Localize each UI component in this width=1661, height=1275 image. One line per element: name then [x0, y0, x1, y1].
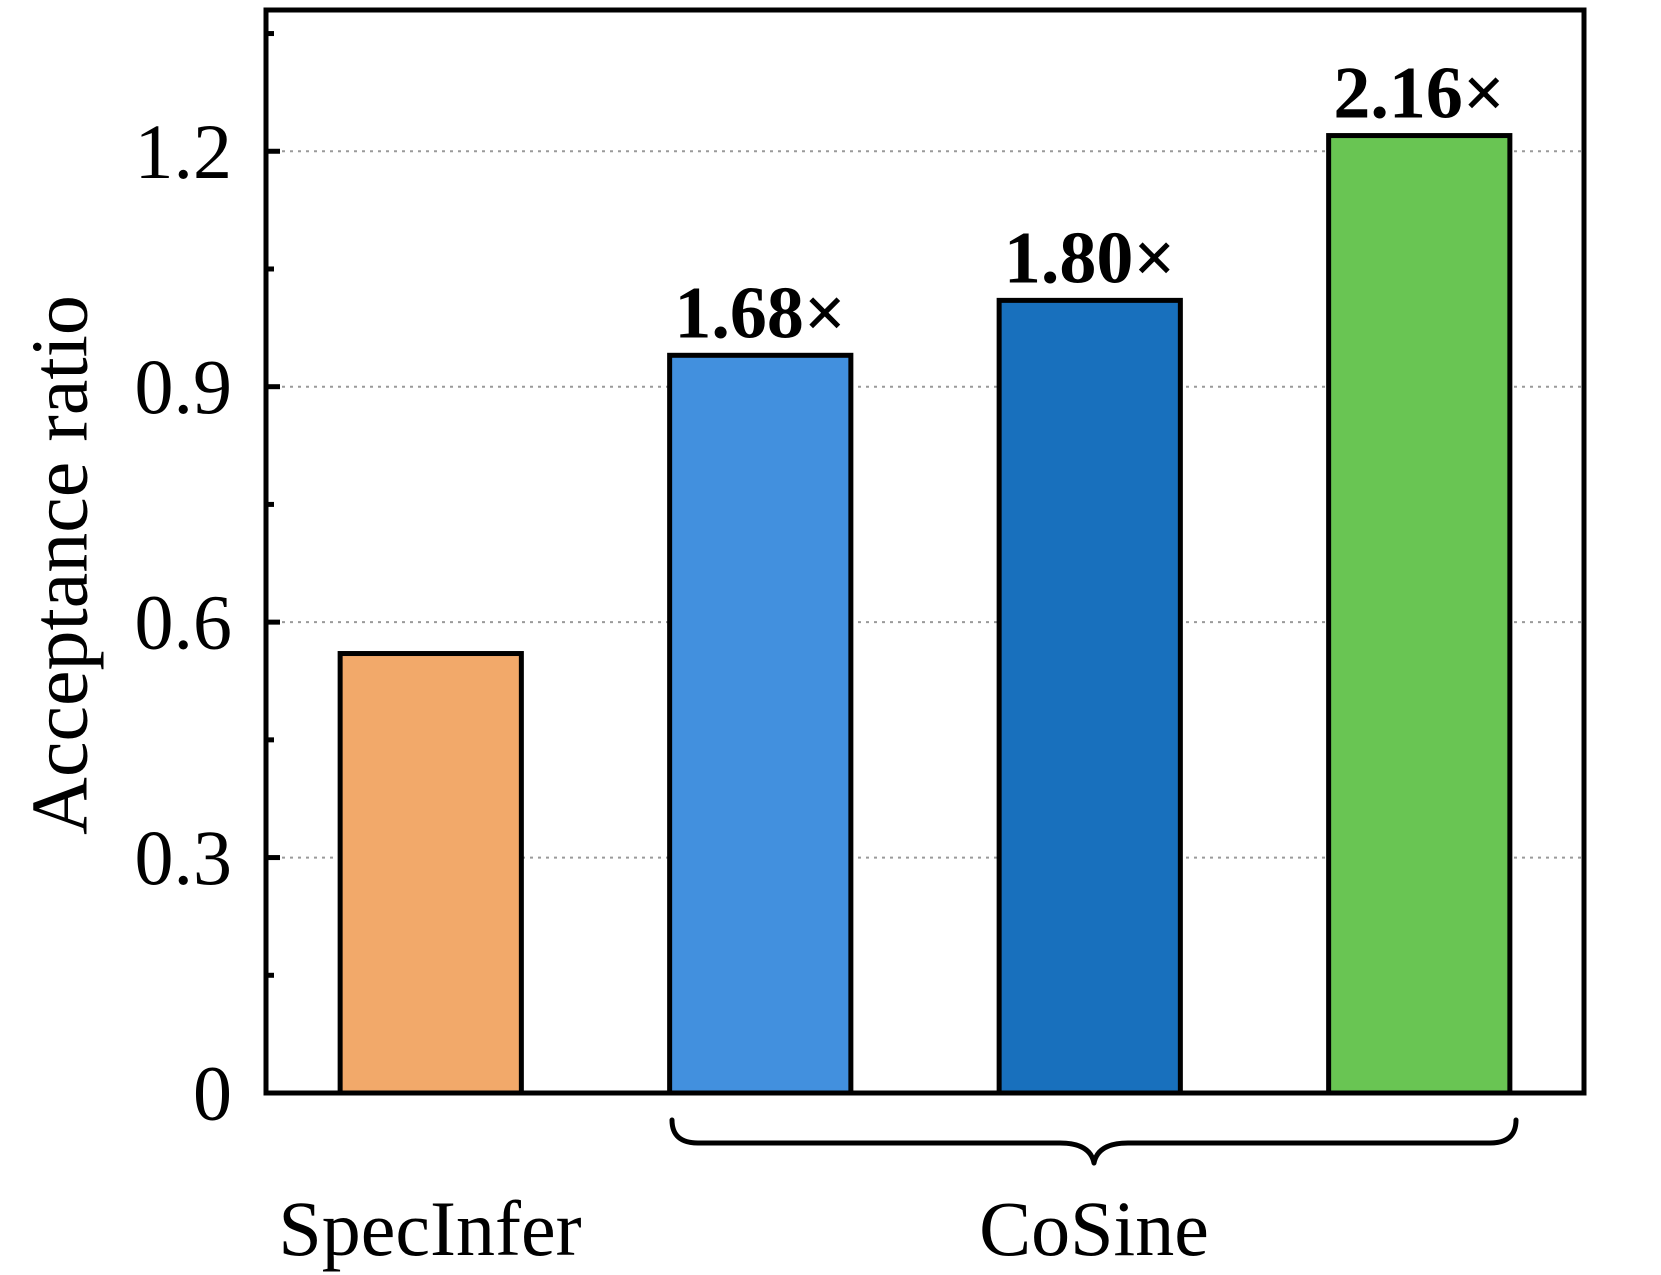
y-tick-label: 0.3 — [135, 814, 233, 901]
y-tick-label: 1.2 — [135, 108, 233, 195]
y-tick-label: 0.9 — [135, 343, 233, 430]
y-tick-label: 0 — [193, 1050, 232, 1137]
bars — [337, 133, 1513, 1096]
bar-2 — [667, 352, 854, 1096]
category-label-cosine: CoSine — [979, 1185, 1209, 1272]
bar-1 — [337, 651, 524, 1096]
bar-data-label: 2.16× — [1333, 53, 1505, 135]
bar-data-label: 1.80× — [1004, 217, 1176, 299]
cosine-group-brace — [669, 1117, 1519, 1166]
bar-4 — [1326, 133, 1513, 1096]
bar-3 — [996, 297, 1183, 1096]
category-label-specinfer: SpecInfer — [278, 1185, 581, 1272]
data-labels: 1.68× 1.80× 2.16× — [674, 53, 1505, 355]
y-tick-label: 0.6 — [135, 579, 233, 666]
y-axis-label: Acceptance ratio — [16, 295, 104, 835]
bar-data-label: 1.68× — [674, 272, 846, 354]
plot-frame — [263, 7, 1587, 1096]
y-ticks: 0 0.3 0.6 0.9 1.2 — [135, 31, 280, 1137]
